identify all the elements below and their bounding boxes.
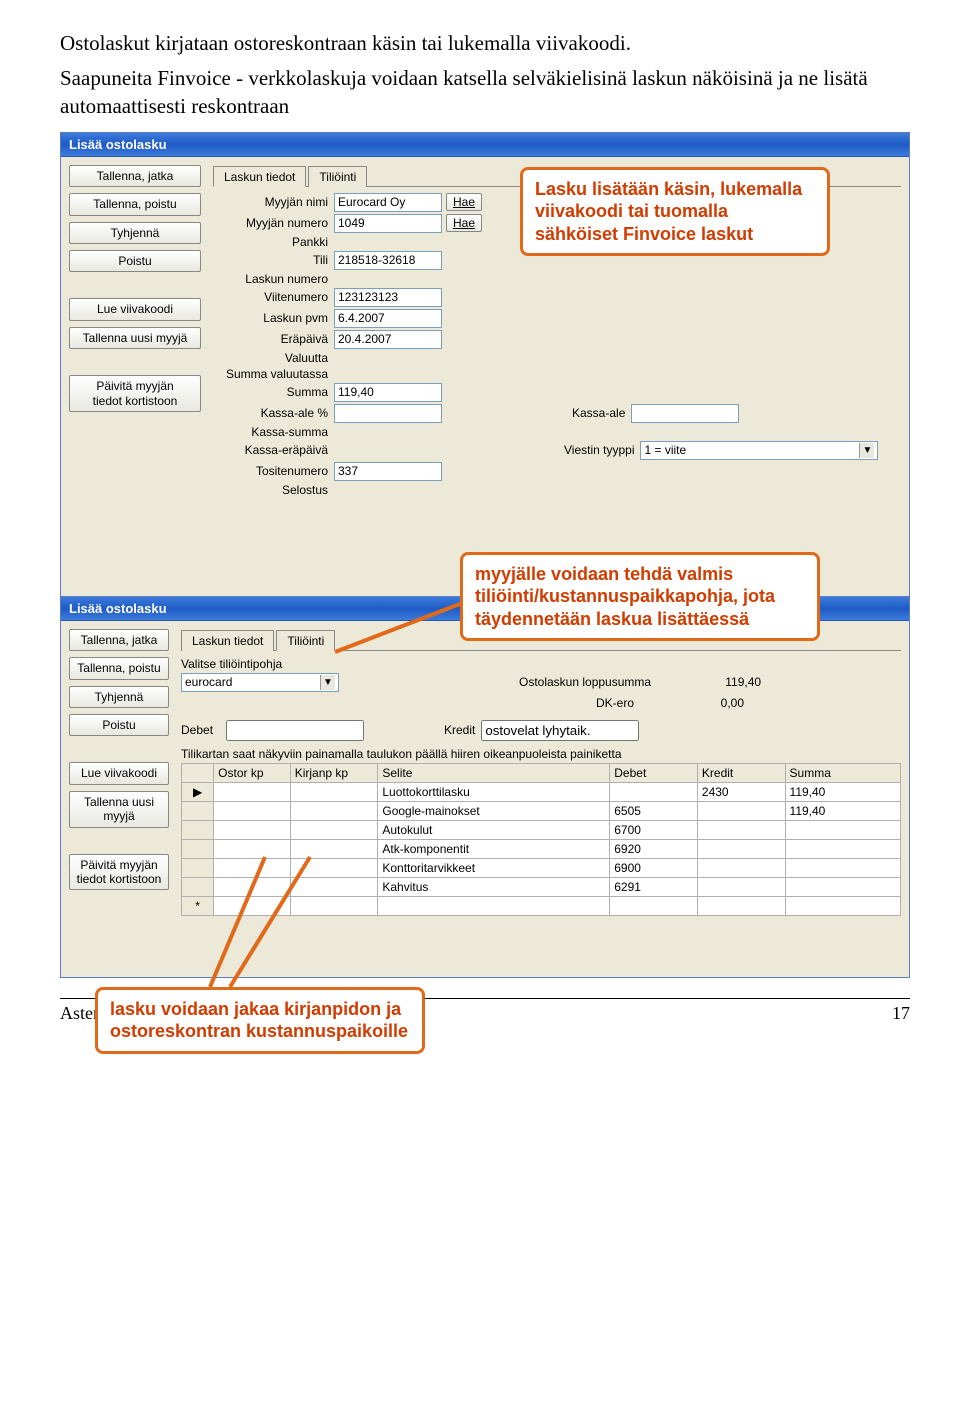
callout2-text: myyjälle voidaan tehdä valmis tiliöinti/… (475, 564, 775, 629)
lue-viivakoodi-button-2[interactable]: Lue viivakoodi (69, 762, 169, 784)
paivita-myyjan-tiedot-button[interactable]: Päivitä myyjän tiedot kortistoon (69, 375, 201, 412)
label-tili: Tili (213, 253, 334, 267)
intro-p1: Ostolaskut kirjataan ostoreskontraan käs… (60, 30, 910, 57)
tallenna-uusi-myyja-button[interactable]: Tallenna uusi myyjä (69, 327, 201, 349)
poistu-button-2[interactable]: Poistu (69, 714, 169, 736)
label-viesti-tyyppi: Viestin tyyppi (564, 443, 634, 457)
col-selite: Selite (378, 763, 610, 782)
col-summa: Summa (785, 763, 900, 782)
label-tosite: Tositenumero (213, 464, 334, 478)
label-loppusumma: Ostolaskun loppusumma (519, 675, 651, 689)
callout3-text: lasku voidaan jakaa kirjanpidon ja ostor… (110, 999, 408, 1042)
col-kredit: Kredit (697, 763, 785, 782)
hae-button-1[interactable]: Hae (446, 193, 482, 211)
col-ostor: Ostor kp (214, 763, 291, 782)
hae-button-2[interactable]: Hae (446, 214, 482, 232)
input-tosite[interactable] (334, 462, 442, 481)
label-selostus: Selostus (213, 483, 334, 497)
tallenna-jatka-button[interactable]: Tallenna, jatka (69, 165, 201, 187)
col-debet: Debet (610, 763, 698, 782)
intro-p2: Saapuneita Finvoice - verkkolaskuja void… (60, 65, 910, 120)
input-era[interactable] (334, 330, 442, 349)
input-myyja-nro[interactable] (334, 214, 442, 233)
input-debet[interactable] (226, 720, 364, 741)
grid-corner (182, 763, 214, 782)
input-kassa-ale-2[interactable] (631, 404, 739, 423)
label-kassa-ale: Kassa-ale % (213, 406, 334, 420)
col-kirjanp: Kirjanp kp (290, 763, 378, 782)
label-valitse-pohja: Valitse tiliöintipohja (181, 657, 901, 671)
chevron-down-icon: ▼ (320, 675, 335, 690)
callout-myyjalle: myyjälle voidaan tehdä valmis tiliöinti/… (460, 552, 820, 642)
label-pvm: Laskun pvm (213, 311, 334, 325)
connector-line-1 (330, 597, 470, 657)
input-summa[interactable] (334, 383, 442, 402)
lue-viivakoodi-button[interactable]: Lue viivakoodi (69, 298, 201, 320)
poistu-button[interactable]: Poistu (69, 250, 201, 272)
label-era: Eräpäivä (213, 332, 334, 346)
label-viite: Viitenumero (213, 290, 334, 304)
combo-viesti-value: 1 = viite (644, 443, 686, 457)
window-lisaa-ostolasku-2: Lisää ostolasku Tallenna, jatka Tallenna… (60, 596, 910, 978)
input-myyja-nimi[interactable] (334, 193, 442, 212)
tab-tilioiniti-2[interactable]: Tiliöinti (276, 630, 335, 651)
label-kassa-ale-2: Kassa-ale (572, 406, 625, 420)
label-summa-val: Summa valuutassa (213, 367, 334, 381)
label-kredit: Kredit (444, 723, 475, 737)
tyhjenna-button-2[interactable]: Tyhjennä (69, 686, 169, 708)
label-valuutta: Valuutta (213, 351, 334, 365)
table-row[interactable]: Autokulut6700 (182, 820, 901, 839)
tallenna-poistu-button[interactable]: Tallenna, poistu (69, 193, 201, 215)
tyhjenna-button[interactable]: Tyhjennä (69, 222, 201, 244)
tab-laskun-tiedot[interactable]: Laskun tiedot (213, 166, 306, 187)
label-myyja-nimi: Myyjän nimi (213, 195, 334, 209)
titlebar: Lisää ostolasku (61, 133, 909, 157)
paivita-myyjan-tiedot-button-2[interactable]: Päivitä myyjän tiedot kortistoon (69, 854, 169, 891)
value-loppusumma: 119,40 (691, 675, 761, 689)
sidebar-2: Tallenna, jatka Tallenna, poistu Tyhjenn… (69, 629, 169, 916)
tallenna-poistu-button-2[interactable]: Tallenna, poistu (69, 657, 169, 679)
label-summa: Summa (213, 385, 334, 399)
help-text: Tilikartan saat näkyviin painamalla taul… (181, 747, 901, 761)
tab-tilioiniti[interactable]: Tiliöinti (308, 166, 367, 187)
input-pvm[interactable] (334, 309, 442, 328)
tallenna-jatka-button-2[interactable]: Tallenna, jatka (69, 629, 169, 651)
label-kassa-era: Kassa-eräpäivä (213, 443, 334, 457)
combo-tiliointipohja[interactable]: eurocard ▼ (181, 673, 339, 692)
callout-lasku-lisataan: Lasku lisätään käsin, lukemalla viivakoo… (520, 167, 830, 257)
callout-lasku-voidaan: lasku voidaan jakaa kirjanpidon ja ostor… (95, 987, 425, 1054)
intro-text: Ostolaskut kirjataan ostoreskontraan käs… (60, 30, 910, 120)
input-viite[interactable] (334, 288, 442, 307)
table-row[interactable]: Google-mainokset6505119,40 (182, 801, 901, 820)
input-kassa-ale[interactable] (334, 404, 442, 423)
chevron-down-icon: ▼ (859, 443, 874, 458)
callout1-text: Lasku lisätään käsin, lukemalla viivakoo… (535, 179, 802, 244)
combo-viesti-tyyppi[interactable]: 1 = viite ▼ (640, 441, 878, 460)
connector-line-2 (190, 852, 320, 992)
footer-right: 17 (892, 1003, 910, 1024)
label-pankki: Pankki (213, 235, 334, 249)
input-tili[interactable] (334, 251, 442, 270)
sidebar: Tallenna, jatka Tallenna, poistu Tyhjenn… (69, 165, 201, 499)
label-kassa-summa: Kassa-summa (213, 425, 334, 439)
label-lasku-nro: Laskun numero (213, 272, 334, 286)
label-dkero: DK-ero (596, 696, 634, 710)
value-dkero: 0,00 (674, 696, 744, 710)
combo-pohja-value: eurocard (185, 675, 232, 689)
label-myyja-nro: Myyjän numero (213, 216, 334, 230)
tallenna-uusi-myyja-button-2[interactable]: Tallenna uusi myyjä (69, 791, 169, 828)
input-kredit[interactable] (481, 720, 639, 741)
tab-laskun-tiedot-2[interactable]: Laskun tiedot (181, 630, 274, 651)
table-row[interactable]: ▶Luottokorttilasku2430119,40 (182, 782, 901, 801)
label-debet: Debet (181, 723, 226, 737)
